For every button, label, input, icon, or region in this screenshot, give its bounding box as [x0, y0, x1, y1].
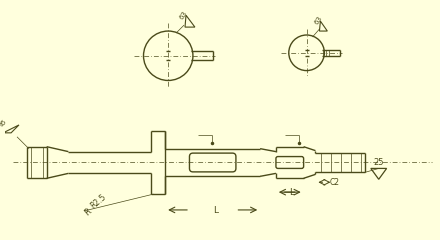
Text: 63: 63 — [313, 14, 323, 25]
Text: L: L — [213, 206, 218, 215]
Text: L: L — [289, 188, 294, 197]
Text: R2.5: R2.5 — [89, 193, 108, 211]
Text: C2: C2 — [329, 178, 339, 187]
Text: 25: 25 — [374, 158, 384, 168]
Text: t6: t6 — [0, 119, 8, 128]
Text: 63: 63 — [178, 9, 188, 20]
Text: R: R — [82, 207, 92, 218]
